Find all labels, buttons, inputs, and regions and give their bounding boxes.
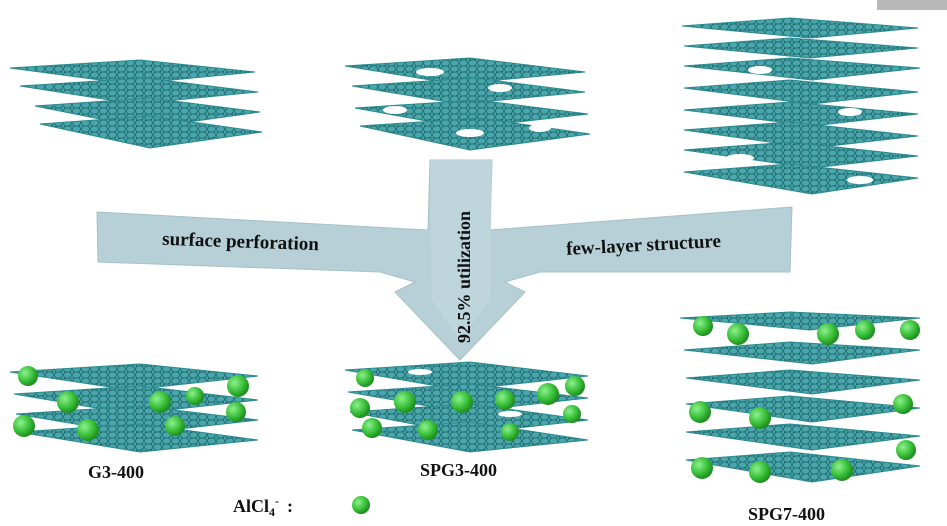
graphene-layer	[351, 421, 589, 453]
perforation-hole	[726, 154, 754, 162]
alcl4-ion	[900, 320, 920, 340]
sample-label-spg3: SPG3-400	[420, 460, 497, 480]
stack-top-middle	[344, 57, 591, 151]
graphene-layer	[9, 59, 256, 85]
alcl4-ion	[749, 461, 771, 483]
alcl4-ion	[689, 401, 711, 423]
graphene-layer	[344, 361, 589, 391]
perforation-hole	[416, 68, 444, 76]
legend-ion-label: AlCl4-:	[233, 494, 293, 519]
graphene-layer	[685, 369, 921, 395]
arrow-center-label: 92.5% utilization	[454, 211, 474, 343]
sample-label-g3: G3-400	[88, 462, 144, 482]
alcl4-ion	[226, 402, 246, 422]
stack-top-right	[681, 17, 921, 195]
corner-mark	[877, 0, 947, 10]
alcl4-ion	[537, 383, 559, 405]
alcl4-ion	[691, 457, 713, 479]
graphene-layer	[679, 311, 921, 331]
alcl4-ion	[817, 323, 839, 345]
perforation-hole	[498, 411, 522, 417]
alcl4-ion	[563, 405, 581, 423]
stack-bottom-middle	[344, 361, 589, 453]
graphene-layer	[683, 341, 921, 365]
alcl4-ion	[350, 398, 370, 418]
process-arrow-highlight	[430, 160, 492, 340]
alcl4-ion	[394, 391, 416, 413]
sample-label-spg7: SPG7-400	[748, 504, 825, 524]
alcl4-ion	[565, 376, 585, 396]
alcl4-ion	[57, 391, 79, 413]
alcl4-ion	[13, 415, 35, 437]
alcl4-ion	[362, 418, 382, 438]
graphene-layer	[685, 395, 921, 423]
alcl4-ion	[18, 366, 38, 386]
graphene-layer	[683, 101, 919, 127]
alcl4-ion	[693, 316, 713, 336]
alcl4-ion	[77, 419, 99, 441]
graphene-layer	[17, 423, 259, 453]
legend-ion-swatch	[352, 496, 370, 514]
alcl4-ion	[831, 459, 853, 481]
graphene-layer	[683, 79, 919, 105]
alcl4-ion	[501, 423, 519, 441]
perforation-hole	[456, 129, 484, 137]
stack-bottom-left	[9, 363, 259, 453]
graphene-layer	[683, 57, 921, 81]
alcl4-ion	[855, 320, 875, 340]
alcl4-ion	[451, 391, 473, 413]
alcl4-ion	[186, 387, 204, 405]
perforation-hole	[748, 66, 772, 74]
graphene-layer	[351, 77, 586, 105]
graphene-layer	[19, 77, 259, 105]
graphene-layer	[39, 115, 263, 149]
alcl4-ion	[727, 323, 749, 345]
stack-bottom-right	[679, 311, 921, 483]
perforation-hole	[529, 124, 551, 132]
alcl4-ion	[149, 391, 171, 413]
perforation-hole	[488, 84, 512, 92]
alcl4-ion	[356, 369, 374, 387]
graphene-layer	[344, 57, 586, 85]
alcl4-ion	[749, 407, 771, 429]
alcl4-ion	[495, 390, 515, 410]
alcl4-ion	[893, 394, 913, 414]
graphene-layer	[685, 423, 921, 451]
graphene-layer	[683, 121, 919, 149]
graphene-layer	[683, 163, 919, 195]
perforation-hole	[847, 176, 873, 184]
graphene-layer	[9, 363, 259, 391]
alcl4-ion	[227, 375, 249, 397]
perforation-hole	[838, 108, 862, 116]
alcl4-ion	[896, 440, 916, 460]
perforation-hole	[383, 106, 407, 114]
graphene-layer	[683, 37, 919, 59]
stack-top-left	[9, 59, 263, 149]
perforation-hole	[408, 369, 432, 375]
graphene-layer	[681, 17, 919, 39]
alcl4-ion	[418, 420, 438, 440]
graphene-layer	[683, 141, 919, 169]
graphene-layer	[685, 451, 921, 483]
alcl4-ion	[165, 416, 185, 436]
